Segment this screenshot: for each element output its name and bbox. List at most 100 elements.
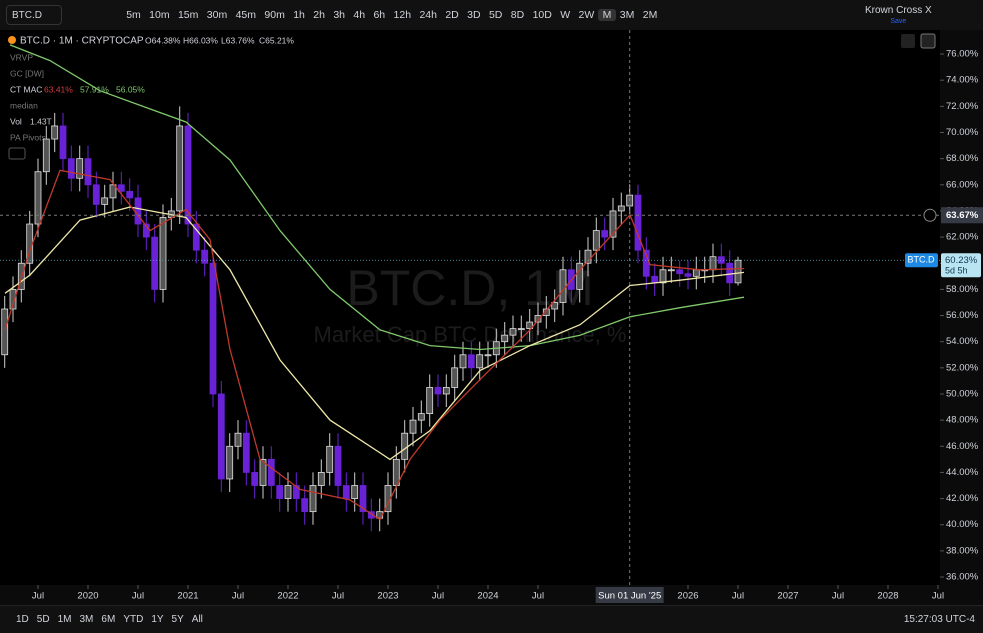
candle-body: [226, 445, 234, 480]
candle-body: [517, 328, 525, 331]
x-tick-label: Jul: [432, 591, 444, 602]
ohlc-value: H66.03%: [183, 35, 218, 45]
y-tick-label: 36.00%: [946, 572, 979, 583]
moving-average: [9, 44, 745, 351]
candle-body: [184, 125, 192, 225]
collapse-button[interactable]: [8, 147, 26, 160]
candle-body: [592, 230, 600, 251]
moving-average: [4, 169, 745, 521]
interval-button[interactable]: 10D: [532, 9, 552, 21]
candle-body: [276, 485, 284, 499]
interval-button[interactable]: 1h: [293, 9, 305, 21]
watermark-sub: Market Cap BTC Dominance, %: [314, 322, 627, 347]
y-tick-label: 56.00%: [946, 310, 979, 321]
ctmac-value: 63.41%: [44, 84, 73, 94]
candle-body: [284, 485, 292, 499]
range-button[interactable]: All: [191, 614, 203, 625]
candle-body: [709, 256, 717, 271]
candle-body: [426, 387, 434, 414]
crosshair-date-label: Sun 01 Jun '25: [598, 591, 661, 602]
indicator-name: Krown Cross X: [865, 5, 932, 16]
candle-body: [617, 205, 625, 212]
interval-button[interactable]: 3D: [467, 9, 481, 21]
x-tick-label: Jul: [132, 591, 144, 602]
candle-body: [367, 511, 375, 519]
candle-body: [209, 262, 217, 395]
y-tick-label: 70.00%: [946, 127, 979, 138]
candle-body: [326, 445, 334, 473]
interval-button[interactable]: 45m: [235, 9, 257, 21]
candle-body: [151, 236, 159, 290]
symbol-search[interactable]: BTC.D: [6, 5, 62, 25]
x-tick-label: Jul: [332, 591, 344, 602]
range-button[interactable]: 6M: [101, 614, 116, 625]
y-tick-label: 52.00%: [946, 362, 979, 373]
interval-button[interactable]: 24h: [419, 9, 437, 21]
indicator-template[interactable]: Krown Cross X Save: [865, 5, 932, 27]
range-button[interactable]: 5Y: [171, 614, 184, 625]
interval-button[interactable]: 5D: [488, 9, 503, 21]
interval-button[interactable]: 5m: [126, 9, 141, 21]
interval-button[interactable]: 12h: [393, 9, 412, 21]
range-button[interactable]: 1D: [16, 614, 29, 625]
interval-button[interactable]: 3h: [333, 9, 346, 21]
candle-body: [34, 171, 42, 225]
candle-body: [476, 354, 484, 369]
candle-body: [559, 269, 567, 303]
candle-body: [109, 184, 117, 199]
ctmac-value: 56.05%: [116, 84, 145, 94]
range-button[interactable]: 1M: [57, 614, 72, 625]
vol-value: 1.43T: [30, 116, 52, 126]
candle-body: [417, 413, 425, 421]
interval-button[interactable]: 6h: [373, 9, 386, 21]
indicator-save[interactable]: Save: [890, 18, 907, 25]
y-tick-label: 44.00%: [946, 467, 979, 478]
legend-row: GC [DW]: [10, 68, 44, 78]
time-axis: [0, 585, 940, 605]
y-tick-label: 74.00%: [946, 75, 979, 86]
candle-body: [676, 269, 684, 275]
candle-body: [534, 315, 542, 323]
candle-body: [176, 125, 184, 212]
settings-button[interactable]: [920, 33, 936, 49]
interval-button[interactable]: 30m: [206, 9, 228, 21]
interval-button[interactable]: 2h: [313, 9, 325, 21]
range-button[interactable]: 5D: [36, 614, 50, 625]
candle-body: [92, 184, 100, 205]
candle-body: [451, 367, 459, 388]
interval-button[interactable]: 3M: [619, 9, 635, 21]
candle-body: [734, 259, 742, 284]
legend-row: VRVP: [10, 52, 33, 62]
plot-area: [0, 30, 940, 585]
x-tick-label: Jul: [532, 591, 544, 602]
candle-body: [359, 485, 367, 513]
interval-button[interactable]: 2M: [642, 9, 658, 21]
crosshair-date-tag: [595, 587, 664, 603]
interval-button[interactable]: 8D: [510, 9, 525, 21]
interval-button[interactable]: W: [560, 9, 571, 21]
interval-button[interactable]: 15m: [177, 9, 199, 21]
interval-button[interactable]: 2D: [445, 9, 459, 21]
candle-body: [684, 273, 692, 277]
interval-button[interactable]: M: [598, 9, 616, 21]
x-tick-label: 2021: [177, 591, 198, 602]
interval-button[interactable]: 90m: [264, 9, 285, 21]
y-tick-label: 38.00%: [946, 545, 979, 556]
interval-button[interactable]: 10m: [149, 9, 170, 21]
candle-body: [459, 354, 467, 369]
candle-body: [9, 288, 17, 310]
candle-body: [59, 125, 67, 160]
x-tick-label: 2024: [477, 591, 498, 602]
range-button[interactable]: 1Y: [151, 614, 164, 625]
interval-button[interactable]: 4h: [353, 9, 366, 21]
x-tick-label: Jul: [932, 591, 944, 602]
x-tick-label: 2023: [377, 591, 398, 602]
candle-body: [51, 125, 59, 140]
add-alert-button: [923, 208, 937, 222]
y-tick-label: 42.00%: [946, 493, 979, 504]
range-button[interactable]: 3M: [79, 614, 94, 625]
x-tick-label: 2026: [677, 591, 698, 602]
range-button[interactable]: YTD: [123, 614, 144, 625]
interval-button[interactable]: 2W: [578, 9, 595, 21]
download-button[interactable]: [901, 34, 915, 48]
